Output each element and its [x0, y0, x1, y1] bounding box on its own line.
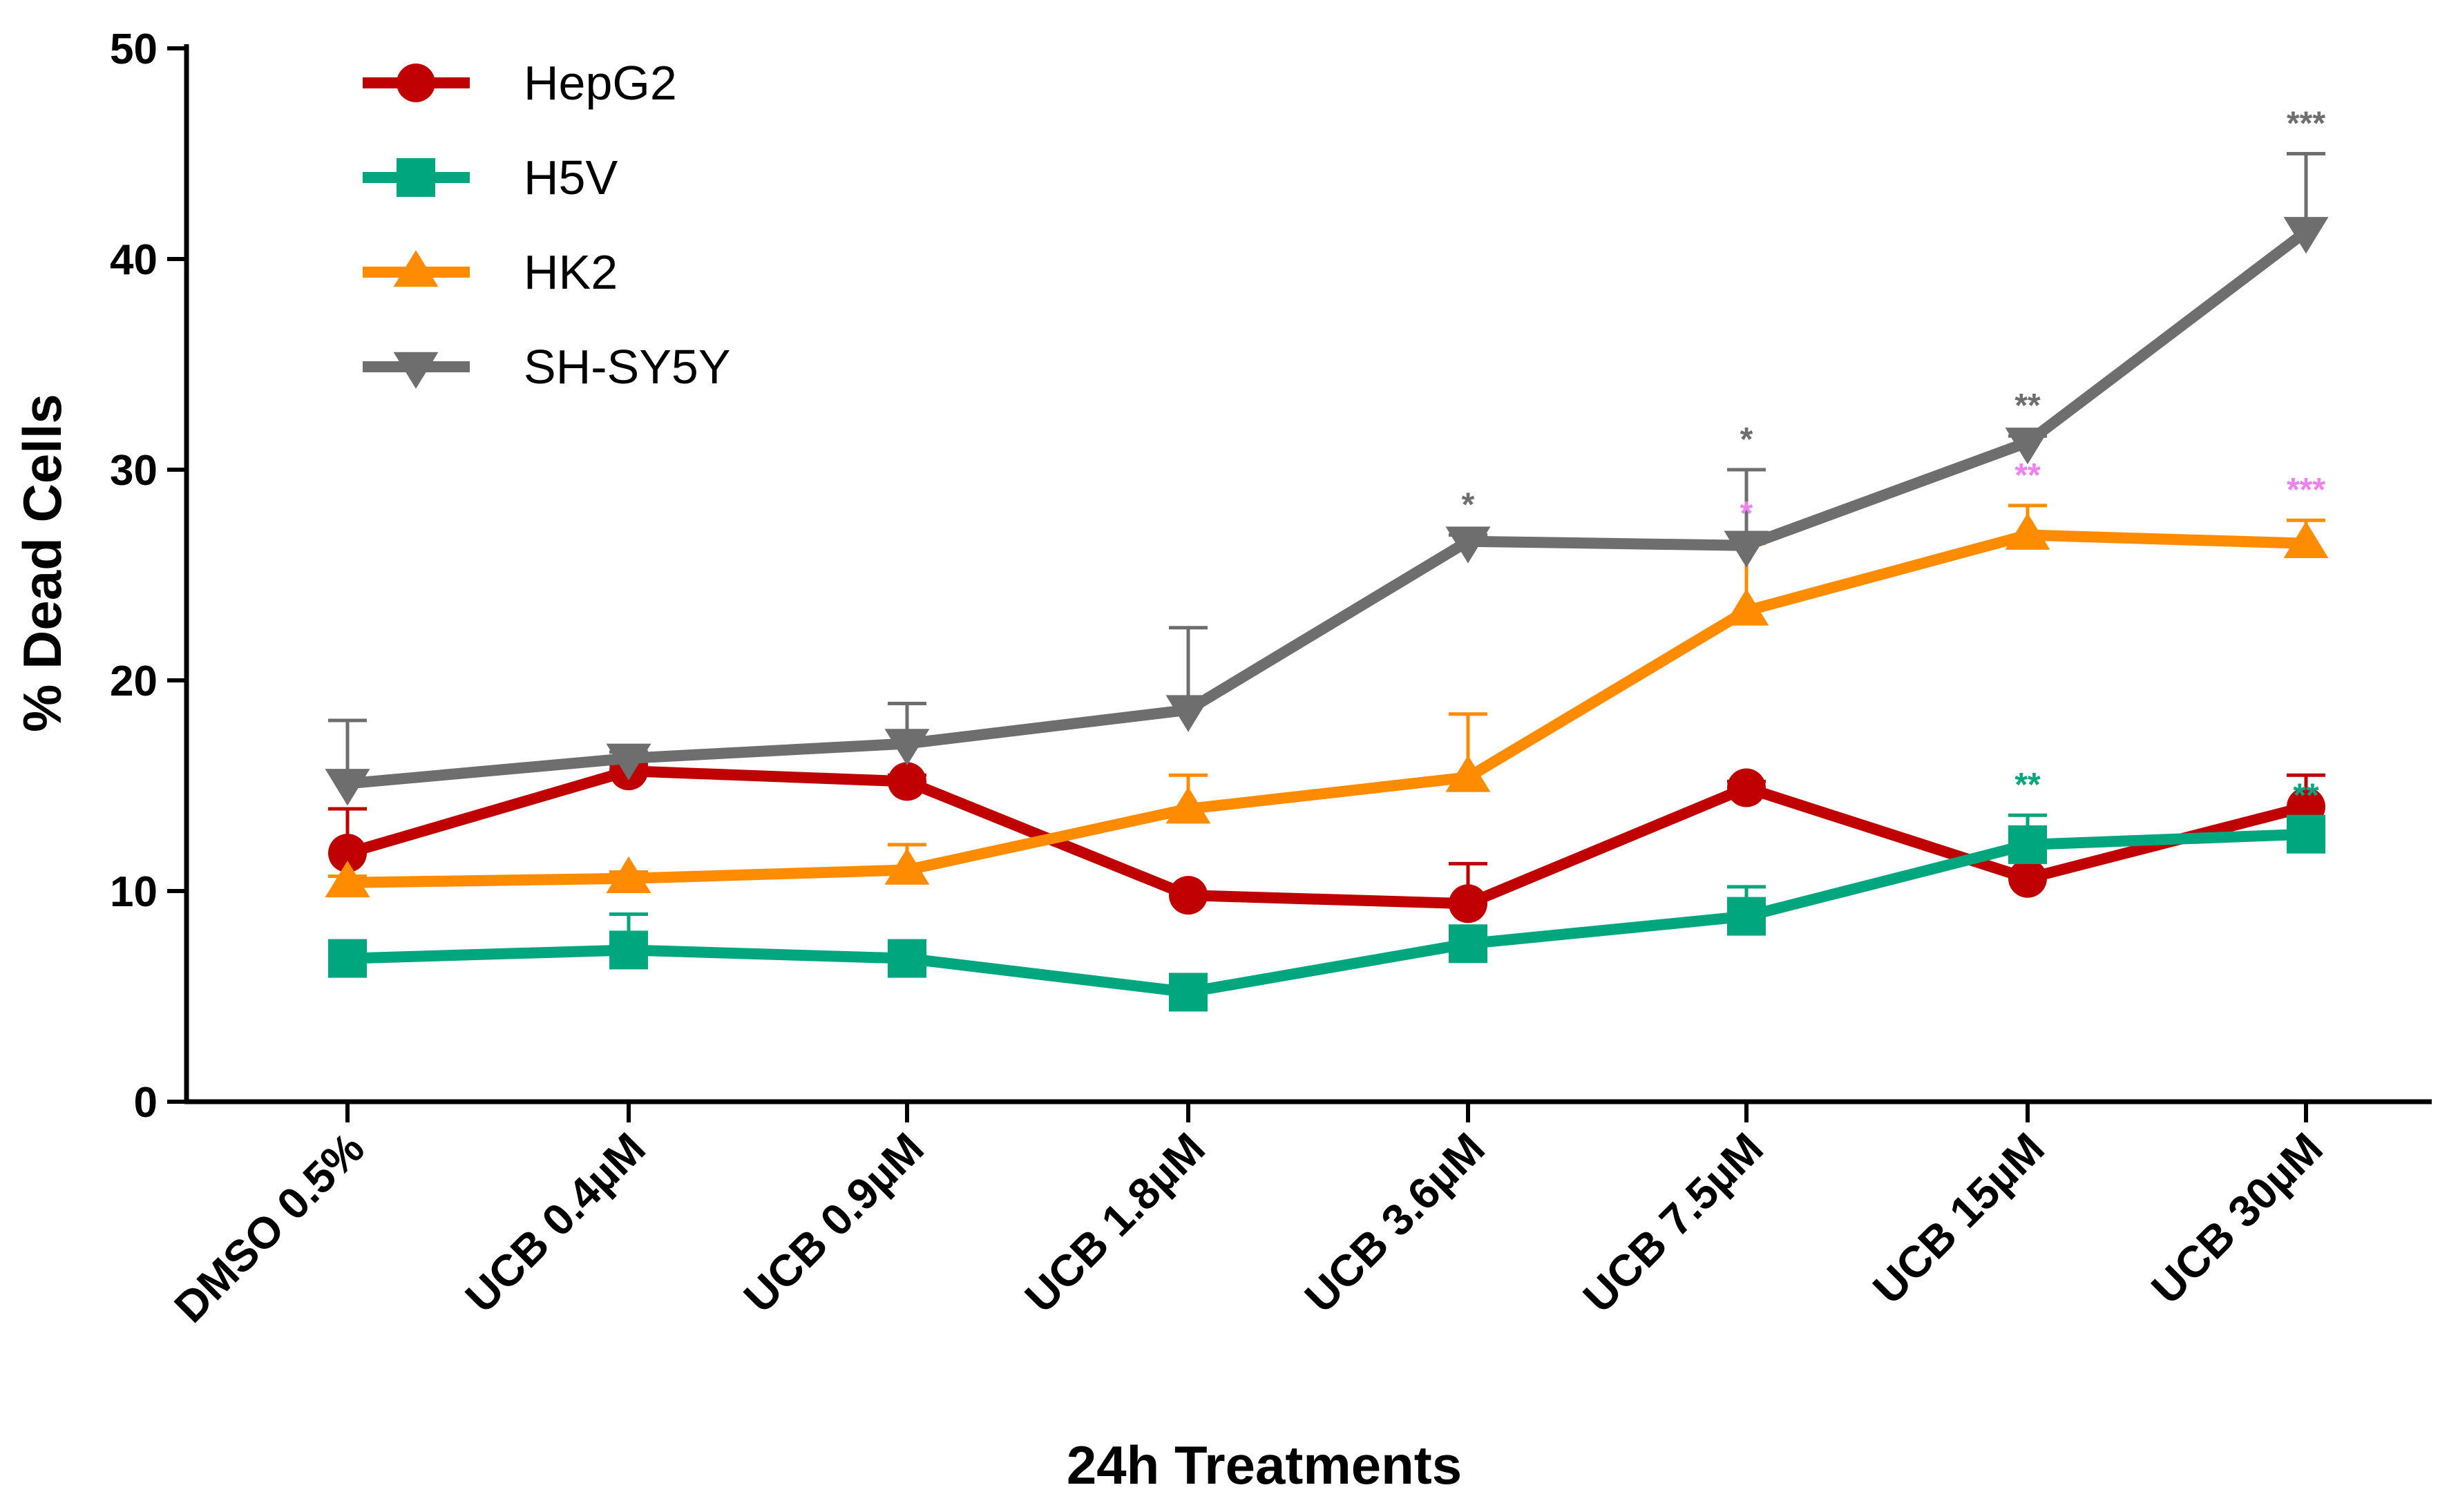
- data-point: [1727, 897, 1766, 936]
- data-point: [1724, 530, 1769, 568]
- series-line: [345, 765, 2307, 910]
- data-point: [325, 860, 370, 898]
- data-point: [606, 743, 651, 781]
- significance-label: **: [2014, 387, 2041, 424]
- legend-marker: [397, 158, 435, 197]
- data-point: [884, 729, 930, 766]
- data-point: [2283, 217, 2329, 254]
- y-tick-label: 30: [110, 447, 158, 495]
- significance-label: *: [1462, 487, 1475, 524]
- data-point: [2005, 428, 2050, 465]
- data-point: [2283, 521, 2329, 559]
- significance-layer: ** ***** **********: [1462, 106, 2326, 814]
- significance-label: **: [2014, 457, 2041, 494]
- significance-label: ***: [2287, 472, 2325, 508]
- data-point: [2008, 859, 2047, 898]
- legend-marker: [393, 352, 439, 389]
- y-axis-title: % Dead Cells: [12, 394, 73, 732]
- y-tick-label: 10: [110, 868, 158, 916]
- legend-label: SH-SY5Y: [524, 340, 731, 394]
- data-point: [609, 930, 648, 970]
- significance-label: **: [2014, 767, 2041, 803]
- data-point: [2008, 825, 2047, 864]
- data-point: [1169, 876, 1208, 915]
- data-point: [1449, 924, 1487, 964]
- y-tick-label: 20: [110, 658, 158, 705]
- y-tick-label: 40: [110, 236, 158, 284]
- legend-item: SH-SY5Y: [363, 340, 731, 394]
- data-point: [1724, 588, 1769, 626]
- data-point: [325, 769, 370, 806]
- series-sh-sy5y: [325, 152, 2329, 806]
- x-tick-label: UCB 0.9µM: [734, 1123, 933, 1322]
- data-point: [328, 939, 367, 978]
- legend-label: HepG2: [524, 56, 677, 110]
- legend-item: H5V: [363, 151, 618, 204]
- x-tick-label: DMSO 0.5%: [165, 1123, 374, 1332]
- significance-label: **: [2293, 777, 2319, 814]
- data-point: [606, 856, 651, 893]
- data-point: [2005, 513, 2050, 550]
- data-point: [2287, 814, 2325, 854]
- x-axis-title: 24h Treatments: [1067, 1435, 1462, 1495]
- x-tick-label: UCB 0.4µM: [456, 1123, 655, 1322]
- x-tick-label: UCB 30µM: [2142, 1123, 2332, 1314]
- legend-item: HepG2: [363, 56, 677, 110]
- data-point: [1165, 787, 1211, 824]
- data-point: [888, 939, 926, 978]
- series-line: [347, 828, 2307, 998]
- axes: 0 10 20 30 40 50 DMSO 0.5% UCB 0.4µM UCB 0.9µM UC…: [110, 26, 2432, 1332]
- legend-label: H5V: [524, 151, 618, 204]
- data-point: [1727, 768, 1766, 807]
- data-point: [328, 834, 367, 873]
- y-tick-label: 0: [134, 1079, 158, 1127]
- data-point: [1165, 695, 1211, 732]
- legend-label: HK2: [524, 245, 618, 299]
- legend-item: HK2: [363, 245, 618, 299]
- x-tick-label: UCB 3.6µM: [1295, 1123, 1494, 1322]
- legend: HepG2 H5V HK2 SH-SY5Y: [363, 56, 731, 394]
- significance-label: ***: [2287, 106, 2325, 142]
- data-point: [1445, 526, 1491, 564]
- series-line: [347, 227, 2309, 790]
- series-line: [347, 529, 2307, 888]
- x-tick-label: UCB 1.8µM: [1016, 1123, 1214, 1322]
- data-point: [884, 848, 930, 885]
- legend-marker: [393, 250, 439, 287]
- data-point: [1449, 884, 1487, 924]
- legend-marker: [397, 64, 435, 102]
- data-point: [1169, 973, 1208, 1012]
- significance-label: *: [1740, 495, 1753, 532]
- series-h5v: [328, 813, 2325, 1012]
- data-point: [1445, 755, 1491, 792]
- x-tick-label: UCB 15µM: [1863, 1123, 2054, 1314]
- significance-label: *: [1740, 421, 1753, 458]
- data-point: [888, 762, 926, 801]
- series-hk2: [325, 504, 2329, 898]
- x-tick-label: UCB 7.5µM: [1574, 1123, 1773, 1322]
- series-layer: [325, 152, 2329, 1012]
- y-tick-label: 50: [110, 26, 158, 73]
